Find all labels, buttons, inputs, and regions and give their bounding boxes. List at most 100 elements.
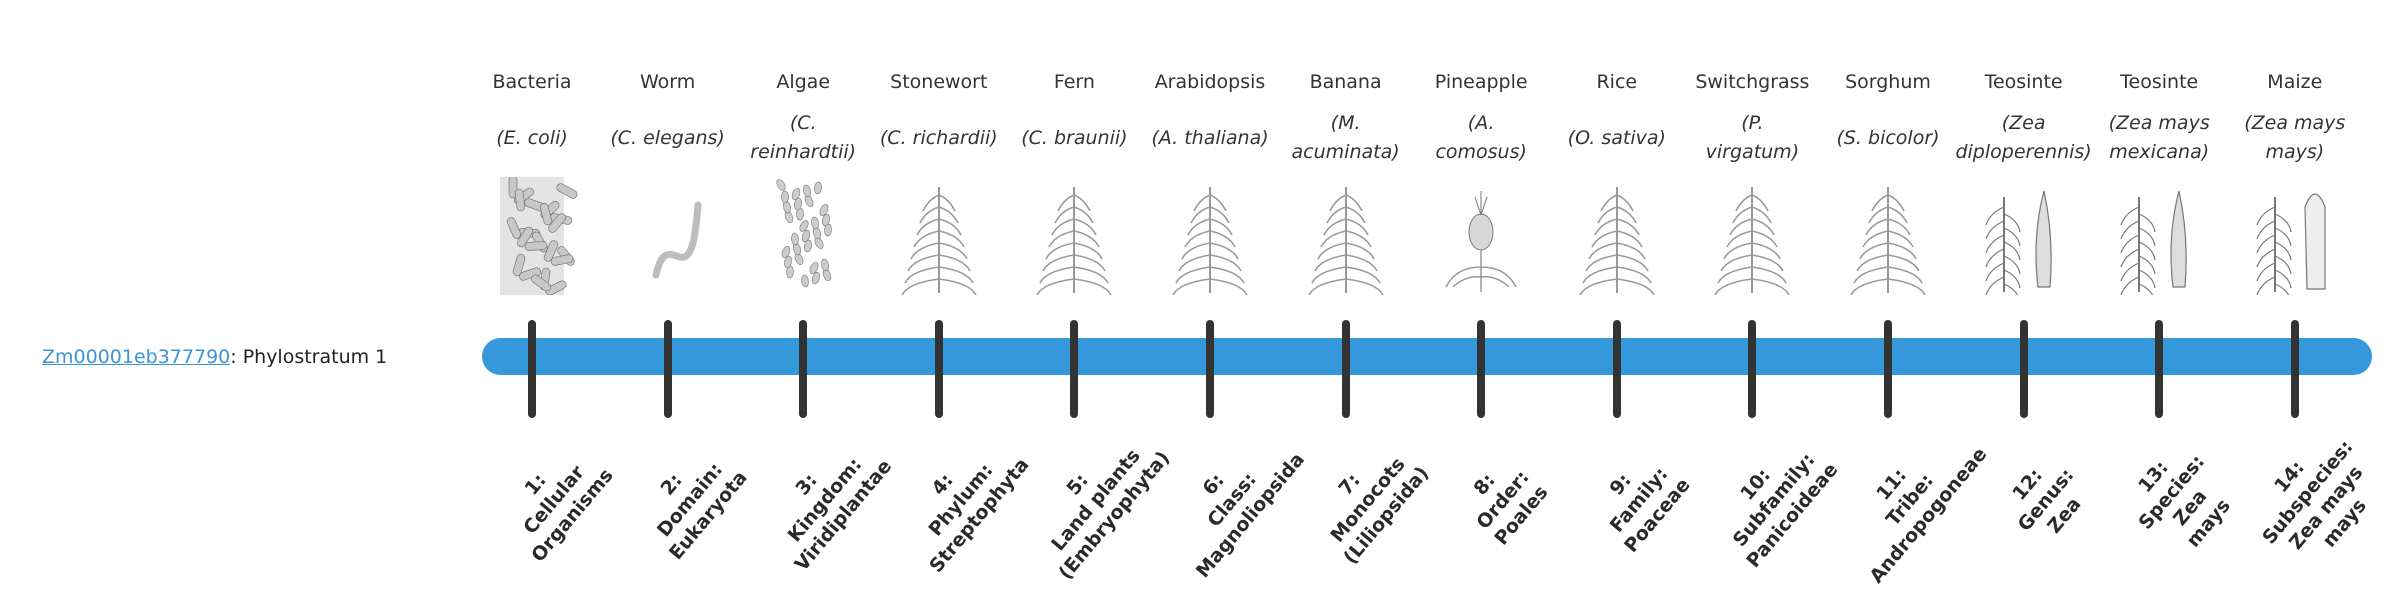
pineapple-icon <box>1445 191 1517 292</box>
species-name: (C. reinhardtii) <box>729 100 877 176</box>
stratum-tick <box>2019 320 2028 418</box>
stratum-tick <box>799 320 808 418</box>
species-line: (O. sativa) <box>1567 126 1666 149</box>
organism-name: Teosinte <box>2120 71 2199 93</box>
teosinte-icon <box>1985 190 2052 303</box>
switchgrass-icon <box>1714 187 1791 296</box>
algae-icon <box>776 179 833 288</box>
stratum-label: 5: Land plants (Embryophyta) <box>1014 412 1178 589</box>
organism-name: Maize <box>2267 71 2323 93</box>
species-name: (C. braunii) <box>1000 100 1148 176</box>
species-line: reinhardtii) <box>750 141 857 163</box>
stratum-label: 2: Domain: Eukaryota <box>607 412 771 589</box>
stratum-tick <box>663 320 672 418</box>
stratum-tick <box>1477 320 1486 418</box>
stratum-tick <box>1748 320 1757 418</box>
species-line: (C. richardii) <box>879 126 998 149</box>
organism-name: Arabidopsis <box>1154 71 1266 93</box>
stratum-tick <box>1206 320 1214 418</box>
species-name: (E. coli) <box>458 100 606 176</box>
species-name: (Zea diploperennis) <box>1950 100 2098 176</box>
rice-icon <box>1579 187 1655 296</box>
species-name: (P. virgatum) <box>1678 100 1826 176</box>
stratum-label: 4: Phylum: Streptophyta <box>879 412 1043 589</box>
gene-label: Zm00001eb377790: Phylostratum 1 <box>42 343 387 371</box>
phylostratum-text: : Phylostratum 1 <box>230 346 388 368</box>
stratum-tick <box>1884 320 1892 418</box>
organism-illustration <box>2245 177 2345 303</box>
organism-illustration <box>889 177 989 296</box>
species-name: (C. richardii) <box>865 100 1013 176</box>
organism-illustration <box>753 177 853 295</box>
organism-illustration <box>618 177 718 295</box>
species-name: (C. elegans) <box>594 100 742 176</box>
species-line: (C. elegans) <box>610 126 725 149</box>
organism-name: Pineapple <box>1434 71 1528 93</box>
stratum-label: 9: Family: Poaceae <box>1557 412 1721 589</box>
species-line: (Zea mays <box>2108 112 2210 134</box>
organism-illustration <box>1974 177 2074 303</box>
stratum-label: 13: Species: Zea mays <box>2090 404 2273 596</box>
maize-icon <box>2256 193 2326 303</box>
species-name: (O. sativa) <box>1543 100 1691 176</box>
stonewort-icon <box>901 187 977 296</box>
banana-icon <box>1307 187 1384 296</box>
species-name: (A. thaliana) <box>1136 100 1284 176</box>
organism-illustration <box>1024 177 1124 296</box>
stratum-label: 3: Kingdom: Viridiplantae <box>743 412 907 589</box>
bacteria-icon <box>500 175 578 296</box>
species-name: (Zea mays mexicana) <box>2085 100 2233 176</box>
stratum-label: 12: Genus: Zea <box>1963 412 2127 589</box>
species-line: (P. <box>1741 112 1764 134</box>
species-name: (S. bicolor) <box>1814 100 1962 176</box>
stratum-label: 8: Order: Poales <box>1421 412 1585 589</box>
sorghum-icon <box>1850 187 1926 296</box>
organism-illustration <box>1702 177 1802 296</box>
species-line: (Zea <box>2001 112 2046 134</box>
organism-name: Sorghum <box>1845 71 1931 93</box>
species-name: (A. comosus) <box>1407 100 1555 176</box>
species-line: acuminata) <box>1291 141 1400 163</box>
stratum-label: 7: Monocots (Liliopsida) <box>1285 412 1449 589</box>
stratum-tick <box>1612 320 1621 418</box>
organism-name: Fern <box>1053 71 1095 93</box>
gene-link[interactable]: Zm00001eb377790 <box>42 346 231 368</box>
species-line: (C. braunii) <box>1021 126 1128 149</box>
organism-name: Banana <box>1309 71 1382 93</box>
species-name: (M. acuminata) <box>1272 100 1420 176</box>
species-line: (S. bicolor) <box>1836 126 1940 149</box>
stratum-tick <box>528 320 536 418</box>
organism-illustration <box>1838 177 1938 296</box>
species-line: (A. <box>1467 112 1495 134</box>
species-line: comosus) <box>1435 141 1527 163</box>
organism-illustration <box>482 175 582 296</box>
organism-name: Switchgrass <box>1695 71 1810 93</box>
stratum-tick <box>1070 320 1079 418</box>
stratum-label: 10: Subfamily: Panicoideae <box>1692 412 1856 589</box>
stratum-label: 1: Cellular Organisms <box>472 412 636 589</box>
species-line: (Zea mays <box>2244 112 2346 134</box>
phylostrata-bar <box>482 338 2372 375</box>
species-line: diploperennis) <box>1955 141 2092 163</box>
species-line: (E. coli) <box>496 126 568 149</box>
organism-illustration <box>1431 177 1531 295</box>
species-line: (A. thaliana) <box>1151 126 1269 149</box>
stratum-label: 14: Subspecies: Zea mays mays <box>2225 404 2400 596</box>
organism-name: Stonewort <box>890 71 988 93</box>
organism-name: Worm <box>639 71 696 93</box>
organism-name: Bacteria <box>492 71 572 93</box>
organism-name: Algae <box>776 71 831 93</box>
organism-illustration <box>1160 177 1260 296</box>
species-line: mays) <box>2265 141 2325 163</box>
species-name: (Zea mays mays) <box>2221 100 2369 176</box>
organism-illustration <box>2109 177 2209 303</box>
teosinte-icon <box>2120 190 2187 303</box>
stratum-label: 6: Class: Magnoliopsida <box>1150 412 1314 589</box>
organism-illustration <box>1296 177 1396 296</box>
stratum-tick <box>2155 320 2164 418</box>
stratum-tick <box>934 320 943 418</box>
species-line: (C. <box>789 112 817 134</box>
fern-icon <box>1036 187 1113 296</box>
worm-icon <box>652 201 702 279</box>
organism-name: Teosinte <box>1984 71 2063 93</box>
